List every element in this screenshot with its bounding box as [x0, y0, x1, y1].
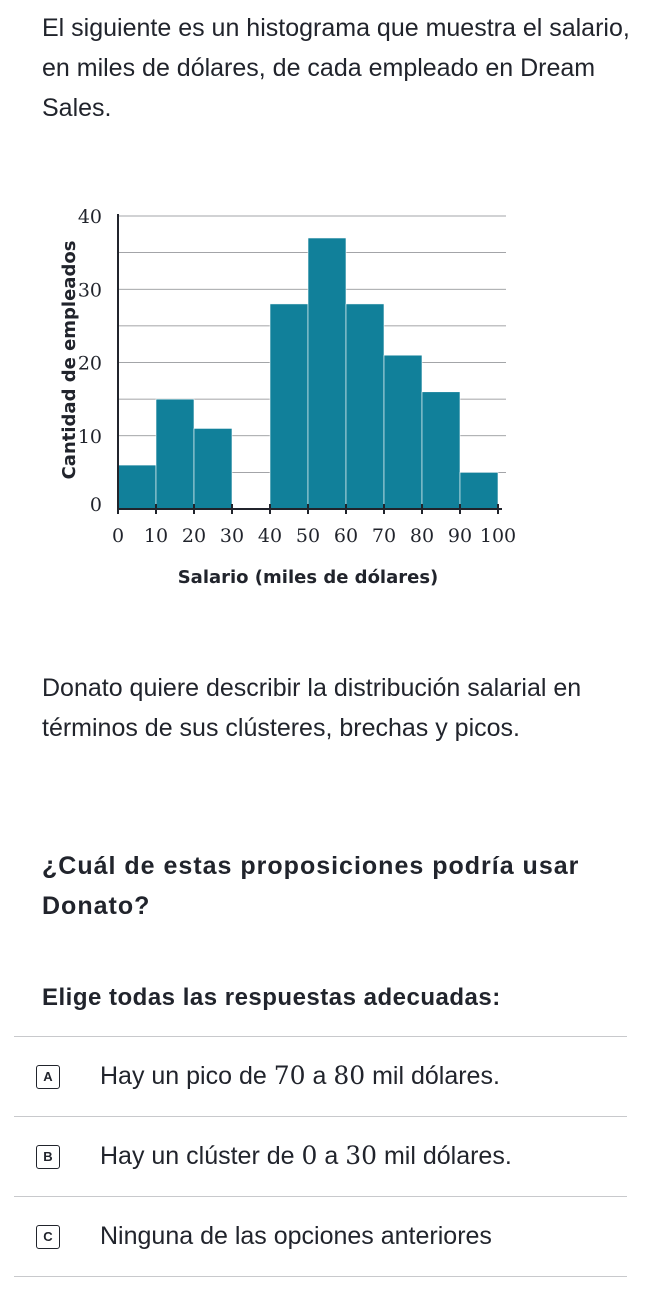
- histogram-bar: [155, 398, 195, 510]
- x-tick-label: 40: [258, 525, 282, 547]
- histogram-chart: 0 10 20 30 40 0 10 20 30 40 50 60 70 80 90 100 Salario…: [59, 206, 516, 588]
- x-tick-label: 30: [220, 525, 244, 547]
- axes: [117, 214, 502, 514]
- x-tick-label: 80: [410, 525, 434, 547]
- question-text: ¿Cuál de estas proposiciones podría usar…: [42, 852, 580, 920]
- choice-number: 0: [301, 1141, 318, 1170]
- choice-c-text: Ninguna de las opciones anteriores: [100, 1222, 492, 1250]
- histogram-bar: [459, 472, 499, 510]
- y-tick-label: 10: [78, 426, 102, 448]
- x-tick-label: 70: [372, 525, 396, 547]
- choice-text-part: mil dólares.: [365, 1062, 500, 1090]
- y-tick-labels: 0 10 20 30 40: [78, 206, 102, 516]
- choice-a-text: Hay un pico de 70 a 80 mil dólares.: [100, 1058, 500, 1094]
- choice-letter-box[interactable]: A: [36, 1065, 60, 1089]
- histogram-bar: [421, 391, 461, 510]
- x-tick-labels: 0 10 20 30 40 50 60 70 80 90 100: [112, 525, 516, 547]
- x-tick-label: 60: [334, 525, 358, 547]
- histogram-bar: [383, 354, 423, 510]
- x-tick-label: 90: [448, 525, 472, 547]
- description-text: Donato quiere describir la distribución …: [42, 674, 582, 742]
- histogram-bar: [345, 303, 385, 510]
- intro-text: El siguiente es un histograma que muestr…: [42, 14, 630, 122]
- choice-c[interactable]: C Ninguna de las opciones anteriores: [14, 1196, 627, 1277]
- choice-number: 30: [345, 1141, 378, 1170]
- choice-text-part: a: [317, 1142, 346, 1170]
- x-tick-label: 50: [296, 525, 320, 547]
- choice-a[interactable]: A Hay un pico de 70 a 80 mil dólares.: [14, 1036, 627, 1116]
- x-tick-label: 20: [182, 525, 206, 547]
- choice-number: 70: [273, 1061, 306, 1090]
- instruction-text: Elige todas las respuestas adecuadas:: [42, 984, 501, 1011]
- y-axis-title: Cantidad de empleados: [59, 241, 80, 480]
- histogram-bar: [117, 464, 157, 510]
- choice-text-part: mil dólares.: [377, 1142, 512, 1170]
- histogram-bar: [307, 237, 347, 510]
- x-tick-label: 0: [112, 525, 124, 547]
- choice-text-part: a: [305, 1062, 334, 1090]
- x-tick-label: 10: [144, 525, 168, 547]
- y-tick-label: 30: [78, 279, 102, 301]
- histogram-bar: [269, 303, 309, 510]
- choice-b-text: Hay un clúster de 0 a 30 mil dólares.: [100, 1138, 512, 1174]
- y-tick-label: 0: [90, 494, 102, 516]
- choice-letter-box[interactable]: B: [36, 1145, 60, 1169]
- x-tick-label: 100: [480, 525, 516, 547]
- choice-b[interactable]: B Hay un clúster de 0 a 30 mil dólares.: [14, 1116, 627, 1196]
- choice-letter-box[interactable]: C: [36, 1225, 60, 1249]
- choice-text-part: Hay un pico de: [100, 1062, 274, 1090]
- y-tick-label: 40: [78, 206, 102, 228]
- histogram-bar: [193, 428, 233, 510]
- y-tick-label: 20: [78, 353, 102, 375]
- bars: [117, 237, 499, 510]
- x-axis-title: Salario (miles de dólares): [178, 567, 439, 588]
- choice-number: 80: [333, 1061, 366, 1090]
- choice-text-part: Hay un clúster de: [100, 1142, 302, 1170]
- answer-choices: A Hay un pico de 70 a 80 mil dólares. B …: [14, 1036, 627, 1277]
